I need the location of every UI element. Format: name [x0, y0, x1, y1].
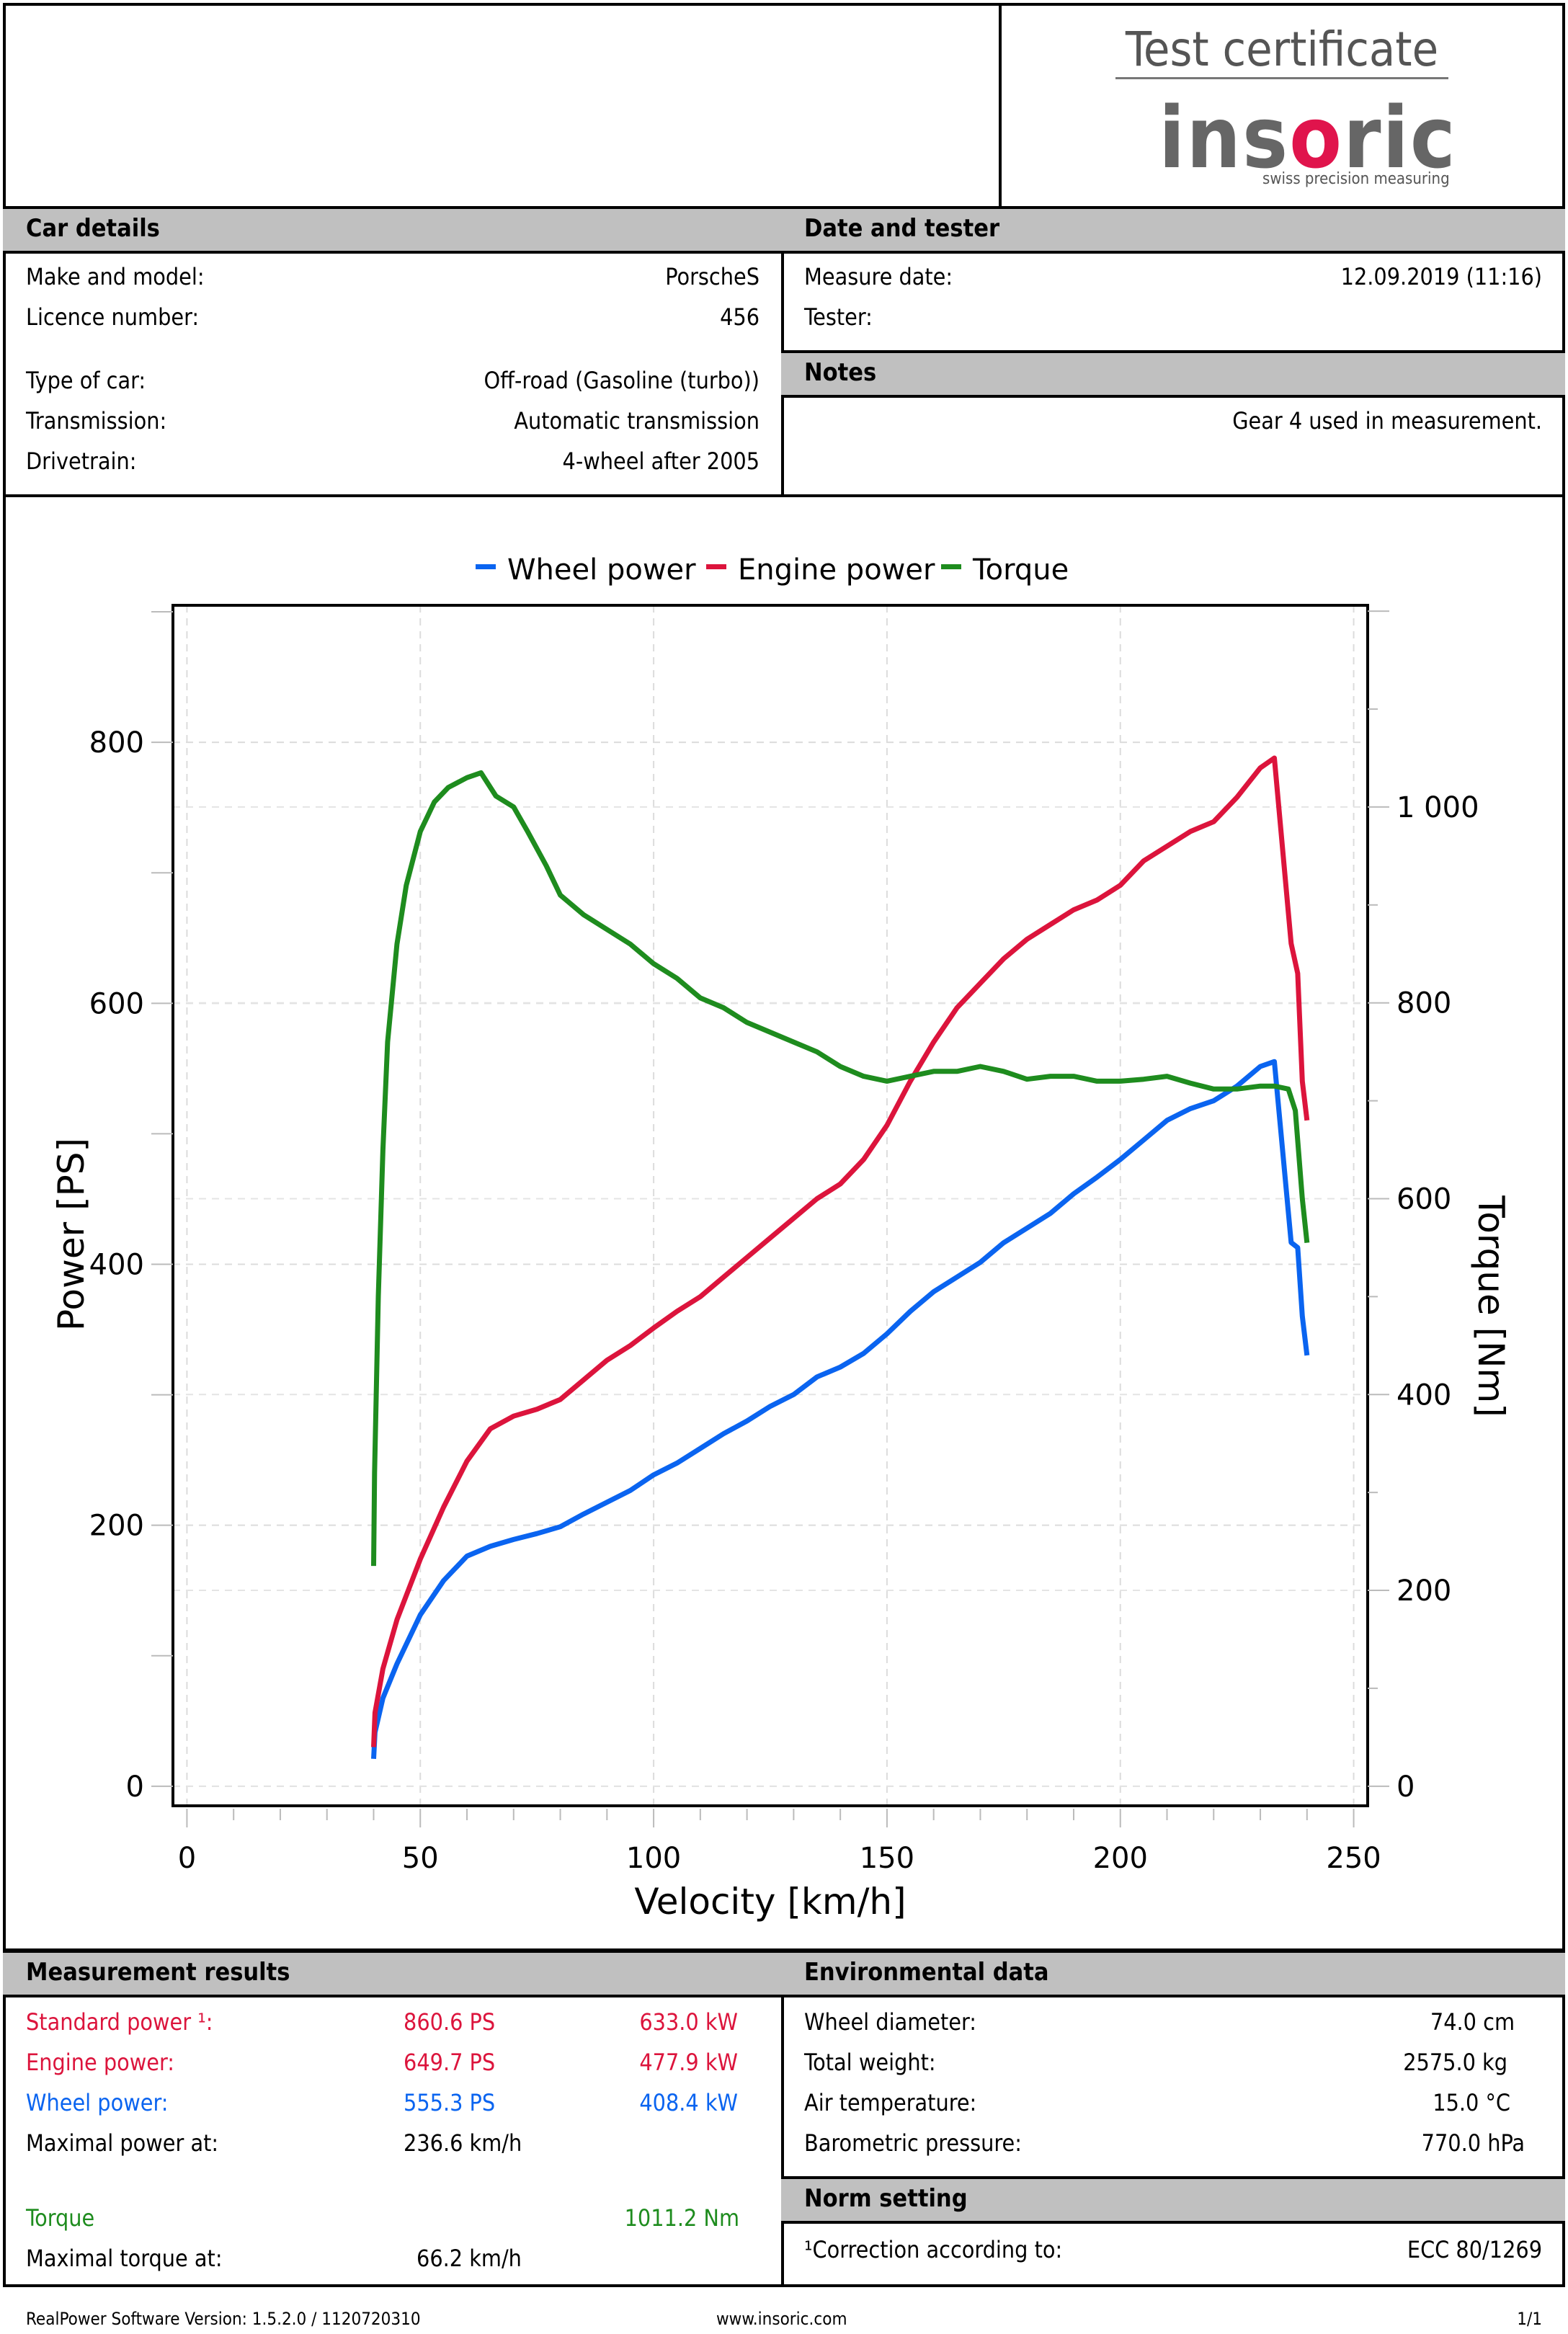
- licence-label: Licence number:: [26, 303, 200, 331]
- engine-power-label: Engine power:: [26, 2049, 174, 2076]
- x-axis-label: Velocity [km/h]: [634, 1881, 906, 1923]
- torque-label: Torque: [26, 2204, 95, 2232]
- wheel-power-kw: 408.4 kW: [639, 2089, 738, 2116]
- max-torque-label: Maximal torque at:: [26, 2245, 223, 2272]
- logo-o-icon: o: [1289, 88, 1344, 187]
- notes-heading: Notes: [781, 350, 1565, 398]
- total-weight-value: 2575.0 kg: [1403, 2049, 1507, 2076]
- engine-power-kw: 477.9 kW: [639, 2049, 738, 2076]
- y-tick-label: 400: [89, 1248, 144, 1281]
- transmission-label: Transmission:: [26, 407, 167, 435]
- y2-tick-label: 800: [1396, 987, 1451, 1020]
- certificate-title: Test certificate: [1125, 22, 1439, 77]
- software-version: RealPower Software Version: 1.5.2.0 / 11…: [26, 2309, 421, 2329]
- y-tick-label: 600: [89, 987, 144, 1020]
- measure-date-value: 12.09.2019 (11:16): [1340, 263, 1542, 290]
- engine-power-line: [371, 755, 1310, 1747]
- wheel-power-ps: 555.3 PS: [404, 2089, 496, 2116]
- tester-label: Tester:: [804, 303, 873, 331]
- car-type-label: Type of car:: [26, 367, 146, 394]
- legend-label-engine-power: Engine power: [738, 553, 935, 587]
- insoric-logo: insoric: [1159, 88, 1457, 187]
- y-tick-label: 800: [89, 726, 144, 760]
- y2-tick-label: 400: [1396, 1378, 1451, 1412]
- x-tick-label: 100: [626, 1842, 681, 1875]
- plot-frame: [172, 604, 1369, 1807]
- drivetrain-value: 4-wheel after 2005: [562, 447, 760, 475]
- standard-power-label: Standard power ¹:: [26, 2008, 213, 2036]
- logo-tagline: swiss precision measuring: [1262, 170, 1450, 188]
- drivetrain-label: Drivetrain:: [26, 447, 137, 475]
- x-tick-label: 0: [178, 1842, 196, 1875]
- air-temp-value: 15.0 °C: [1433, 2089, 1510, 2116]
- licence-value: 456: [720, 303, 760, 331]
- car-type-value: Off-road (Gasoline (turbo)): [484, 367, 760, 394]
- y2-tick-label: 600: [1396, 1182, 1451, 1216]
- x-tick-label: 50: [402, 1842, 439, 1875]
- x-tick-label: 150: [860, 1842, 914, 1875]
- wheel-diameter-value: 74.0 cm: [1430, 2008, 1515, 2036]
- standard-power-ps: 860.6 PS: [404, 2008, 496, 2036]
- y2-tick-label: 1 000: [1396, 791, 1479, 824]
- max-torque-value: 66.2 km/h: [416, 2245, 522, 2272]
- results-divider: [781, 1948, 784, 2287]
- header-divider: [999, 3, 1002, 209]
- car-details-heading: Car details: [3, 206, 784, 254]
- car-make-label: Make and model:: [26, 263, 205, 290]
- total-weight-label: Total weight:: [804, 2049, 936, 2076]
- title-rule: [1115, 77, 1448, 79]
- correction-value: ECC 80/1269: [1407, 2236, 1542, 2263]
- y-axis-label: Power [PS]: [50, 1138, 92, 1331]
- car-make-value: PorscheS: [665, 263, 760, 290]
- results-box: [3, 1948, 1565, 2287]
- legend-swatch-wheel-power: [476, 564, 496, 569]
- legend-label-wheel-power: Wheel power: [507, 553, 696, 587]
- y2-tick-label: 200: [1396, 1574, 1451, 1608]
- wheel-diameter-label: Wheel diameter:: [804, 2008, 976, 2036]
- max-power-label: Maximal power at:: [26, 2129, 219, 2157]
- pressure-value: 770.0 hPa: [1421, 2129, 1525, 2157]
- legend-swatch-engine-power: [706, 564, 726, 569]
- page-number: 1/1: [1517, 2309, 1542, 2329]
- pressure-label: Barometric pressure:: [804, 2129, 1022, 2157]
- measurement-results-heading: Measurement results: [3, 1950, 784, 1997]
- correction-label: ¹Correction according to:: [804, 2236, 1063, 2263]
- engine-power-ps: 649.7 PS: [404, 2049, 496, 2076]
- standard-power-kw: 633.0 kW: [639, 2008, 738, 2036]
- norm-setting-heading: Norm setting: [781, 2176, 1565, 2224]
- max-power-value: 236.6 km/h: [404, 2129, 522, 2157]
- environmental-heading: Environmental data: [781, 1950, 1565, 1997]
- air-temp-label: Air temperature:: [804, 2089, 977, 2116]
- y-tick-label: 0: [126, 1770, 144, 1804]
- legend-swatch-torque: [941, 564, 961, 569]
- torque-value: 1011.2 Nm: [624, 2204, 739, 2232]
- y2-axis-label: Torque [Nm]: [1470, 1195, 1512, 1417]
- y-tick-label: 200: [89, 1510, 144, 1543]
- wheel-power-line: [371, 1059, 1310, 1759]
- legend-label-torque: Torque: [972, 553, 1069, 587]
- notes-text: Gear 4 used in measurement.: [1232, 407, 1542, 435]
- measure-date-label: Measure date:: [804, 263, 953, 290]
- wheel-power-label: Wheel power:: [26, 2089, 169, 2116]
- transmission-value: Automatic transmission: [514, 407, 760, 435]
- x-tick-label: 200: [1093, 1842, 1148, 1875]
- y2-tick-label: 0: [1396, 1770, 1415, 1804]
- website-link[interactable]: www.insoric.com: [716, 2309, 847, 2329]
- date-tester-heading: Date and tester: [781, 206, 1565, 254]
- torque-line: [371, 770, 1310, 1567]
- x-tick-label: 250: [1326, 1842, 1381, 1875]
